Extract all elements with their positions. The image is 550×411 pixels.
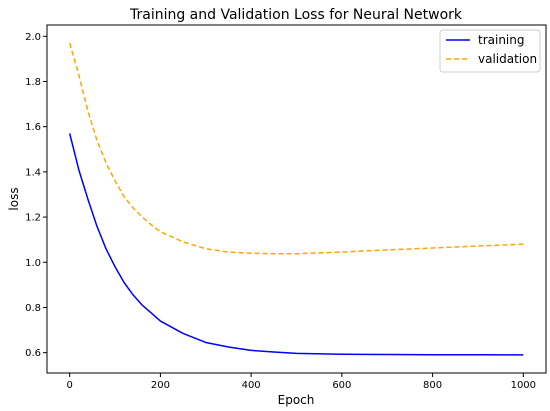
x-tick-label: 800 bbox=[423, 380, 442, 391]
x-axis-label: Epoch bbox=[278, 393, 315, 407]
y-tick-label: 1.6 bbox=[25, 122, 41, 133]
y-tick-label: 1.2 bbox=[25, 213, 41, 224]
x-tick-label: 200 bbox=[151, 380, 170, 391]
legend-label-validation: validation bbox=[478, 52, 537, 66]
x-tick-label: 1000 bbox=[511, 380, 536, 391]
y-axis-label: loss bbox=[7, 187, 21, 210]
y-tick-label: 0.8 bbox=[25, 303, 41, 314]
x-tick-label: 400 bbox=[242, 380, 261, 391]
series-line-validation bbox=[68, 42, 524, 255]
x-tick-label: 600 bbox=[332, 380, 351, 391]
y-tick-label: 1.4 bbox=[25, 167, 41, 178]
y-tick-label: 1.0 bbox=[25, 258, 41, 269]
x-tick-label: 0 bbox=[66, 380, 72, 391]
y-tick-label: 2.0 bbox=[25, 32, 41, 43]
ticks-layer: 0 200 400 600 800 1000 0.6 0.8 1.0 1.2 1.4 1.6 1.8 2.… bbox=[25, 32, 536, 391]
y-tick-label: 0.6 bbox=[25, 348, 41, 359]
legend-label-training: training bbox=[478, 33, 525, 47]
y-tick-label: 1.8 bbox=[25, 77, 41, 88]
series-layer bbox=[68, 42, 524, 356]
chart-title: Training and Validation Loss for Neural … bbox=[129, 7, 463, 23]
legend: training validation bbox=[439, 29, 541, 73]
series-line-training bbox=[68, 133, 524, 356]
plot-frame bbox=[46, 24, 547, 374]
